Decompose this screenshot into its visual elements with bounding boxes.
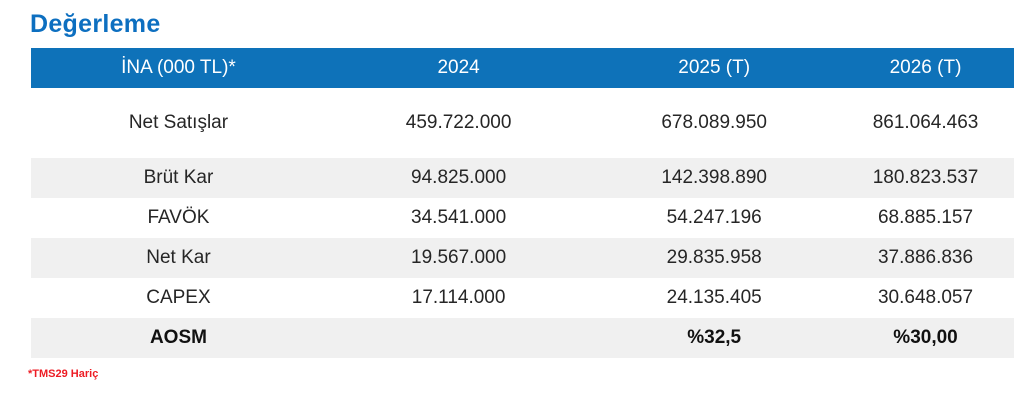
cell-value: %32,5	[687, 327, 742, 348]
cell-value: 68.885.157	[877, 207, 974, 228]
column-header: 2025 (T)	[591, 48, 838, 88]
row-label: Net Kar	[146, 247, 211, 268]
cell-value: 142.398.890	[661, 167, 767, 188]
valuation-table: İNA (000 TL)* 2024 2025 (T) 2026 (T) Net Sa…	[31, 48, 1014, 358]
table-row: CAPEX 17.114.000 24.135.405 30.648.057	[31, 278, 1014, 318]
cell-value: 29.835.958	[666, 247, 762, 268]
cell-value: 180.823.537	[872, 167, 979, 188]
table-row: Net Kar 19.567.000 29.835.958 37.886.836	[31, 238, 1014, 278]
cell-value: 54.247.196	[666, 207, 762, 228]
column-header: 2024	[325, 48, 592, 88]
row-label: FAVÖK	[147, 207, 210, 228]
table-row: Net Satışlar 459.722.000 678.089.950 861.06…	[31, 88, 1014, 158]
table-body: Net Satışlar 459.722.000 678.089.950 861.06…	[31, 88, 1014, 358]
cell-value: 30.648.057	[877, 287, 974, 308]
cell-value: 94.825.000	[411, 167, 507, 188]
row-label: Brüt Kar	[143, 167, 214, 188]
row-label: CAPEX	[146, 287, 211, 308]
cell-value: 861.064.463	[872, 112, 979, 133]
table-row: Brüt Kar 94.825.000 142.398.890 180.823.537	[31, 158, 1014, 198]
cell-value: 24.135.405	[666, 287, 762, 308]
row-label: Net Satışlar	[128, 112, 229, 133]
column-header: 2026 (T)	[837, 48, 1014, 88]
table-header-row: İNA (000 TL)* 2024 2025 (T) 2026 (T)	[31, 48, 1014, 88]
table-row: AOSM %32,5 %30,00	[31, 318, 1014, 358]
cell-value	[326, 318, 591, 358]
cell-value: 459.722.000	[405, 112, 512, 133]
table-row: FAVÖK 34.541.000 54.247.196 68.885.157	[31, 198, 1014, 238]
cell-value: 37.886.836	[877, 247, 974, 268]
cell-value: 19.567.000	[411, 247, 507, 268]
cell-value: %30,00	[893, 327, 958, 348]
cell-value: 678.089.950	[661, 112, 767, 133]
cell-value: 17.114.000	[411, 287, 506, 308]
column-header: İNA (000 TL)*	[31, 48, 326, 88]
footnote: *TMS29 Hariç	[28, 368, 99, 380]
page-title: Değerleme	[30, 10, 161, 38]
cell-value: 34.541.000	[411, 207, 507, 228]
row-label: AOSM	[149, 327, 207, 348]
